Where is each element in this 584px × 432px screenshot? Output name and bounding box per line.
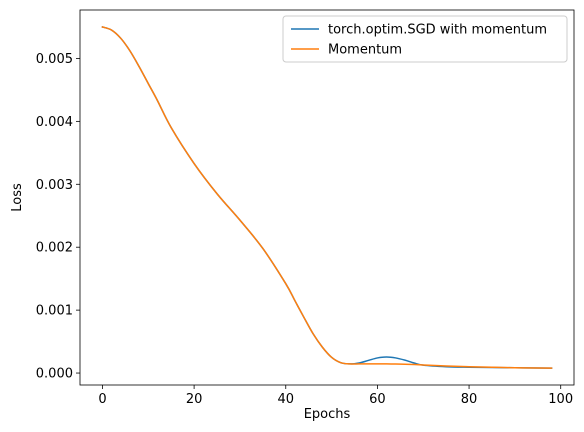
x-axis-label: Epochs <box>304 407 351 422</box>
y-tick-label: 0.001 <box>36 304 73 319</box>
x-tick-label: 80 <box>461 392 478 407</box>
series-line-1 <box>101 26 553 369</box>
y-tick-label: 0.003 <box>36 178 73 193</box>
x-tick-label: 40 <box>277 392 294 407</box>
plot-area <box>80 10 574 385</box>
legend-label-1: Momentum <box>328 43 402 58</box>
y-tick-label: 0.002 <box>36 241 73 256</box>
x-tick-label: 20 <box>186 392 203 407</box>
x-tick-label: 100 <box>548 392 573 407</box>
y-tick-label: 0.004 <box>36 115 73 130</box>
x-tick-label: 60 <box>369 392 386 407</box>
y-tick-label: 0.000 <box>36 367 73 382</box>
y-axis-label: Loss <box>10 183 25 212</box>
legend-label-0: torch.optim.SGD with momentum <box>328 23 547 38</box>
plot-frame <box>79 9 575 386</box>
x-tick-label: 0 <box>98 392 106 407</box>
y-axis-ticks: 0.000 0.001 0.002 0.003 0.004 0.005 <box>36 52 80 382</box>
legend: torch.optim.SGD with momentum Momentum <box>282 15 568 63</box>
legend-box <box>282 15 568 63</box>
series-lines <box>101 26 553 369</box>
x-axis-ticks: 0 20 40 60 80 100 <box>98 385 573 407</box>
y-tick-label: 0.005 <box>36 52 73 67</box>
